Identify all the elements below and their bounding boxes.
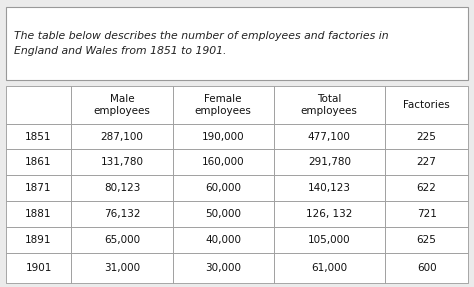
Text: 287,100: 287,100 xyxy=(100,131,144,141)
Bar xyxy=(385,150,468,175)
Text: 131,780: 131,780 xyxy=(100,157,144,167)
Bar xyxy=(273,253,385,283)
Bar xyxy=(72,150,173,175)
Text: 600: 600 xyxy=(417,263,437,273)
Bar xyxy=(173,150,273,175)
Bar xyxy=(6,201,72,227)
Text: 622: 622 xyxy=(417,183,437,193)
Text: Factories: Factories xyxy=(403,100,450,110)
Text: 160,000: 160,000 xyxy=(202,157,245,167)
Bar xyxy=(385,175,468,201)
Bar xyxy=(6,175,72,201)
Text: 190,000: 190,000 xyxy=(202,131,245,141)
Text: 40,000: 40,000 xyxy=(205,235,241,245)
Text: 105,000: 105,000 xyxy=(308,235,351,245)
Bar xyxy=(173,86,273,124)
Text: The table below describes the number of employees and factories in
England and W: The table below describes the number of … xyxy=(14,31,389,56)
Text: 1851: 1851 xyxy=(25,131,52,141)
Text: 140,123: 140,123 xyxy=(308,183,351,193)
Text: 721: 721 xyxy=(417,209,437,219)
Text: 61,000: 61,000 xyxy=(311,263,347,273)
Text: 625: 625 xyxy=(417,235,437,245)
Bar xyxy=(173,227,273,253)
Bar xyxy=(385,124,468,150)
Text: 477,100: 477,100 xyxy=(308,131,351,141)
Bar xyxy=(385,227,468,253)
Bar xyxy=(6,124,72,150)
Text: Total
employees: Total employees xyxy=(301,94,358,116)
Bar xyxy=(6,227,72,253)
Bar xyxy=(72,86,173,124)
Bar xyxy=(273,86,385,124)
Text: 76,132: 76,132 xyxy=(104,209,140,219)
Text: 80,123: 80,123 xyxy=(104,183,140,193)
Text: 1871: 1871 xyxy=(25,183,52,193)
Text: 31,000: 31,000 xyxy=(104,263,140,273)
Bar xyxy=(385,253,468,283)
Text: 1901: 1901 xyxy=(26,263,52,273)
Bar xyxy=(385,201,468,227)
Bar xyxy=(72,253,173,283)
Bar xyxy=(72,201,173,227)
Text: 126, 132: 126, 132 xyxy=(306,209,353,219)
Bar xyxy=(72,175,173,201)
Text: Female
employees: Female employees xyxy=(195,94,252,116)
Text: 225: 225 xyxy=(417,131,437,141)
Bar xyxy=(6,253,72,283)
Text: 291,780: 291,780 xyxy=(308,157,351,167)
Text: 60,000: 60,000 xyxy=(205,183,241,193)
Text: 30,000: 30,000 xyxy=(205,263,241,273)
Text: 65,000: 65,000 xyxy=(104,235,140,245)
Bar xyxy=(173,124,273,150)
Bar xyxy=(6,86,72,124)
Bar xyxy=(173,253,273,283)
Bar xyxy=(273,227,385,253)
Text: 1881: 1881 xyxy=(25,209,52,219)
Text: 227: 227 xyxy=(417,157,437,167)
Text: 1861: 1861 xyxy=(25,157,52,167)
Bar xyxy=(273,175,385,201)
Text: 1891: 1891 xyxy=(25,235,52,245)
Text: 50,000: 50,000 xyxy=(205,209,241,219)
Bar xyxy=(6,7,468,80)
Bar xyxy=(173,175,273,201)
Bar xyxy=(385,86,468,124)
Bar xyxy=(273,201,385,227)
Bar xyxy=(6,150,72,175)
Bar xyxy=(173,201,273,227)
Text: Male
employees: Male employees xyxy=(93,94,150,116)
Bar xyxy=(72,124,173,150)
Bar xyxy=(72,227,173,253)
Bar xyxy=(273,150,385,175)
Bar xyxy=(273,124,385,150)
